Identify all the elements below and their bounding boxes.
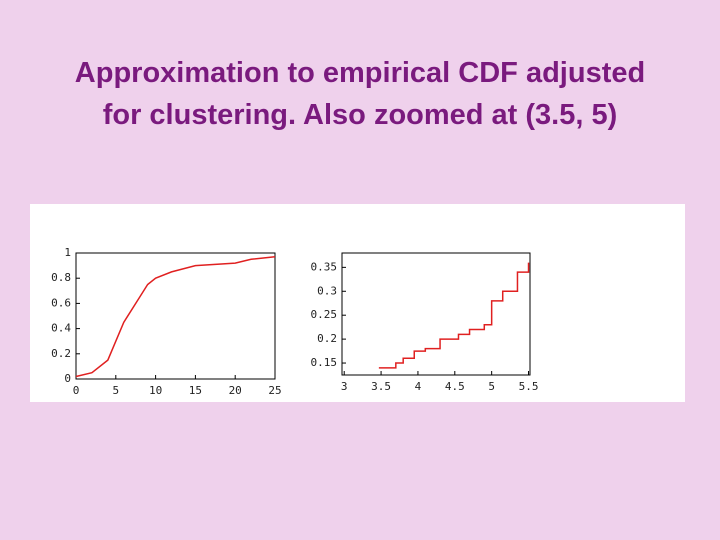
y-tick-label: 0.4 (51, 322, 71, 335)
title-line: Approximation to empirical CDF adjusted (74, 57, 646, 89)
y-tick-label: 0.35 (311, 260, 338, 273)
y-tick-label: 0.6 (51, 296, 71, 309)
cdf-line (378, 262, 530, 369)
plot-frame (75, 252, 276, 380)
y-tick-label: 1 (64, 246, 71, 259)
plot-frame (341, 252, 531, 376)
x-tick-label: 4 (415, 380, 422, 393)
x-tick-label: 4.5 (445, 380, 465, 393)
cdf-line (75, 256, 276, 378)
y-tick-label: 0.8 (51, 271, 71, 284)
x-tick-label: 3.5 (371, 380, 391, 393)
y-tick-label: 0 (64, 372, 71, 385)
y-tick-label: 0.2 (51, 347, 71, 360)
y-tick-label: 0.15 (311, 356, 338, 369)
x-tick-label: 5 (112, 384, 119, 397)
x-tick-label: 5 (488, 380, 495, 393)
y-tick-label: 0.25 (311, 308, 338, 321)
x-tick-label: 25 (268, 384, 281, 397)
x-tick-label: 5.5 (519, 380, 539, 393)
x-tick-label: 3 (341, 380, 348, 393)
slide-title: Approximation to empirical CDF adjusted … (0, 52, 720, 136)
x-tick-label: 0 (73, 384, 80, 397)
y-tick-label: 0.2 (317, 332, 337, 345)
x-tick-label: 10 (149, 384, 162, 397)
title-line: for clustering. Also zoomed at (3.5, 5) (102, 99, 618, 131)
x-tick-label: 15 (189, 384, 202, 397)
x-tick-label: 20 (229, 384, 242, 397)
panel (30, 204, 685, 402)
y-tick-label: 0.3 (317, 284, 337, 297)
